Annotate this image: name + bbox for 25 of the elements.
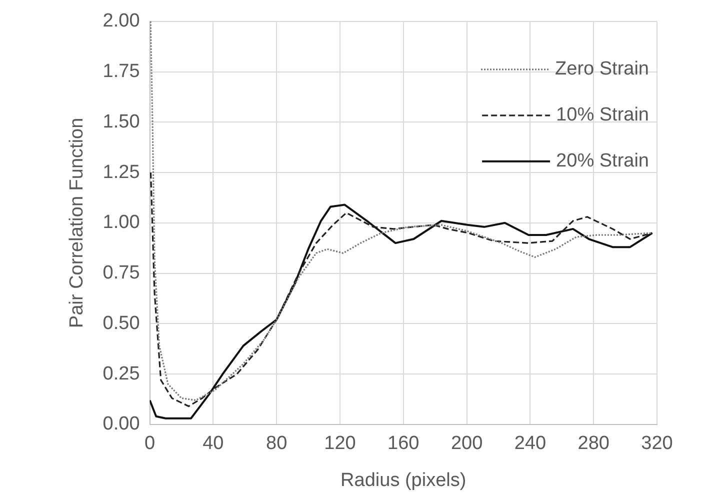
- x-tick-label: 320: [641, 433, 673, 454]
- x-tick-label: 40: [202, 433, 224, 454]
- legend-label: 10% Strain: [556, 104, 650, 126]
- y-tick-label: 2.00: [102, 10, 140, 32]
- x-tick-label: 160: [388, 433, 420, 454]
- y-tick-label: 0.25: [102, 363, 140, 384]
- legend-label: 20% Strain: [556, 150, 650, 172]
- x-tick-label: 200: [450, 433, 483, 454]
- y-tick-label: 0.50: [102, 312, 140, 334]
- legend-label: Zero Strain: [555, 58, 650, 80]
- y-tick-label: 1.75: [102, 61, 140, 82]
- line-series: [150, 21, 654, 402]
- x-tick-label: 0: [144, 433, 156, 454]
- x-axis-title: Radius (pixels): [340, 470, 466, 491]
- x-tick-label: 80: [266, 433, 288, 454]
- x-tick-label: 240: [514, 433, 546, 454]
- y-tick-label: 1.00: [102, 212, 140, 234]
- y-tick-label: 1.25: [102, 162, 140, 183]
- y-tick-label: 0.75: [102, 262, 140, 284]
- y-axis-title: Pair Correlation Function: [66, 118, 88, 328]
- y-tick-label: 1.50: [102, 111, 140, 132]
- y-tick-label: 0.00: [102, 414, 140, 435]
- x-tick-label: 120: [324, 433, 356, 454]
- x-tick-label: 280: [578, 433, 610, 454]
- line-series: [150, 172, 654, 408]
